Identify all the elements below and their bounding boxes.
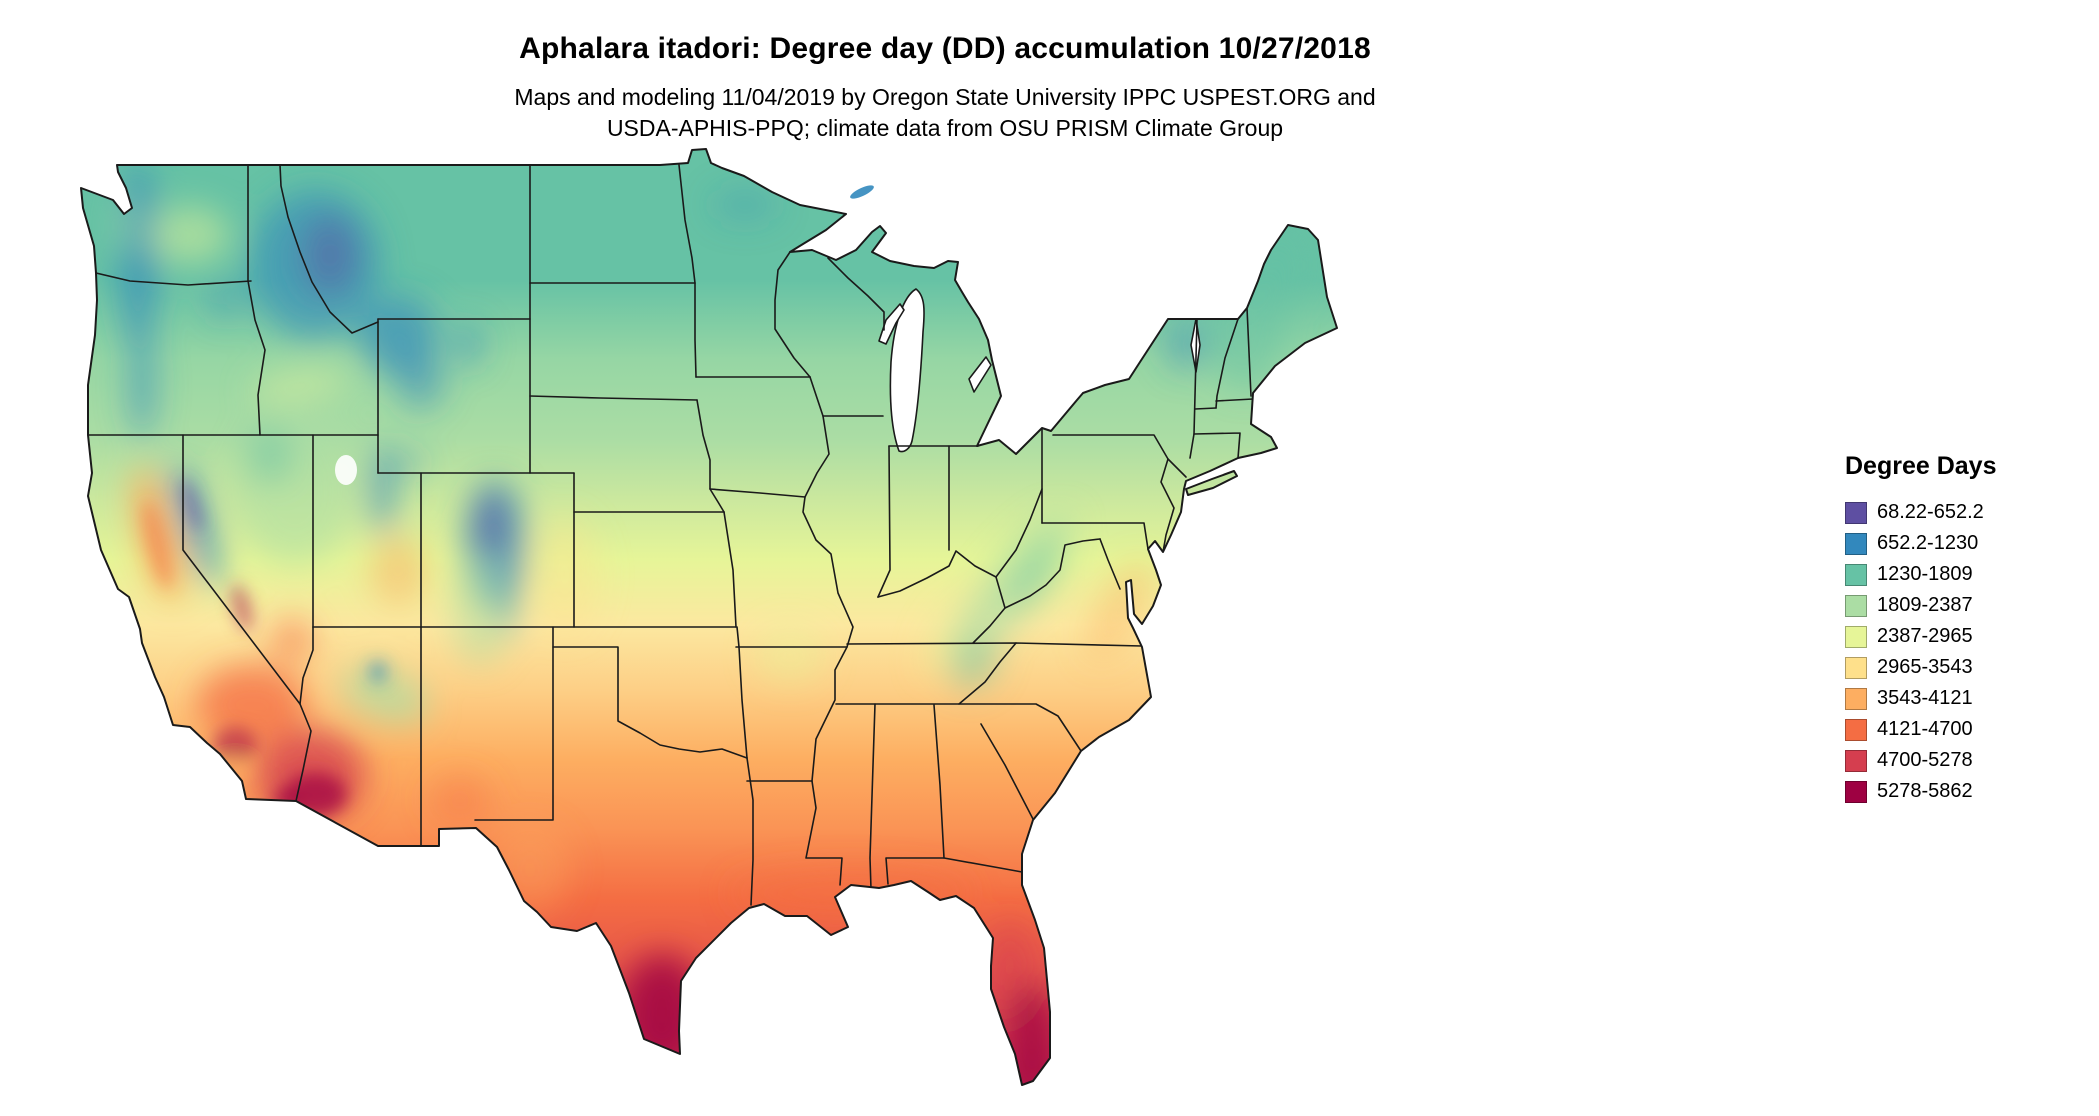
- saginaw-bay: [968, 356, 992, 393]
- degree-day-raster: [81, 149, 1337, 1085]
- legend-entry: 652.2-1230: [1845, 528, 1996, 559]
- legend-entry: 3543-4121: [1845, 683, 1996, 714]
- legend-swatch: [1845, 718, 1867, 741]
- legend-label: 4121-4700: [1877, 718, 1973, 740]
- lake-michigan: [889, 288, 925, 453]
- legend-swatch: [1845, 749, 1867, 772]
- page-title: Aphalara itadori: Degree day (DD) accumu…: [519, 32, 1371, 65]
- great-salt-lake: [335, 455, 357, 485]
- legend-entry: 4700-5278: [1845, 745, 1996, 776]
- legend-label: 1809-2387: [1877, 594, 1973, 616]
- legend-label: 68.22-652.2: [1877, 501, 1984, 523]
- legend-title: Degree Days: [1845, 452, 1997, 480]
- state-boundaries: [87, 164, 1254, 906]
- degree-days-legend: Degree Days 68.22-652.2 652.2-1230 1230-18…: [1845, 452, 1996, 807]
- legend-label: 5278-5862: [1877, 780, 1973, 802]
- isle-royale: [850, 185, 874, 199]
- legend-entry: 4121-4700: [1845, 714, 1996, 745]
- legend-swatch: [1845, 656, 1867, 679]
- subtitle-line-1: Maps and modeling 11/04/2019 by Oregon S…: [514, 84, 1376, 110]
- legend-label: 652.2-1230: [1877, 532, 1979, 554]
- legend-entry: 68.22-652.2: [1845, 497, 1996, 528]
- legend-rows: 68.22-652.2 652.2-1230 1230-1809 1809-2387 2…: [1845, 497, 1996, 807]
- legend-entry: 5278-5862: [1845, 776, 1996, 807]
- legend-swatch: [1845, 780, 1867, 803]
- legend-label: 3543-4121: [1877, 687, 1973, 709]
- legend-entry: 2965-3543: [1845, 652, 1996, 683]
- subtitle-line-2: USDA-APHIS-PPQ; climate data from OSU PR…: [606, 115, 1284, 141]
- map-header: Aphalara itadori: Degree day (DD) accumu…: [0, 0, 1890, 144]
- legend-entry: 1809-2387: [1845, 590, 1996, 621]
- legend-label: 1230-1809: [1877, 563, 1973, 585]
- legend-swatch: [1845, 501, 1867, 524]
- legend-swatch: [1845, 687, 1867, 710]
- legend-label: 4700-5278: [1877, 749, 1973, 771]
- legend-label: 2387-2965: [1877, 625, 1973, 647]
- green-bay: [878, 303, 905, 345]
- great-lakes: [335, 288, 1201, 485]
- legend-swatch: [1845, 563, 1867, 586]
- legend-swatch: [1845, 625, 1867, 648]
- legend-label: 2965-3543: [1877, 656, 1973, 678]
- legend-swatch: [1845, 594, 1867, 617]
- legend-swatch: [1845, 532, 1867, 555]
- legend-entry: 1230-1809: [1845, 559, 1996, 590]
- legend-entry: 2387-2965: [1845, 621, 1996, 652]
